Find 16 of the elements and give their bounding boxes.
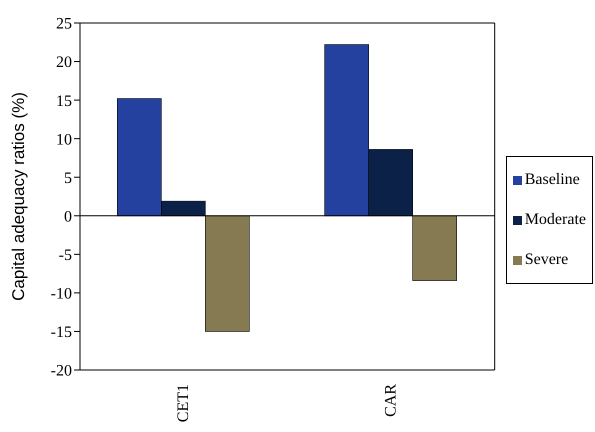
y-tick-label: -5 <box>58 247 72 264</box>
y-tick-label: 10 <box>56 131 72 148</box>
y-tick-label: 20 <box>56 54 72 72</box>
y-tick-label: -10 <box>50 286 72 303</box>
legend-label: Severe <box>524 251 570 269</box>
y-tick-label: -20 <box>50 362 72 380</box>
y-tick-label: -15 <box>50 324 72 342</box>
x-tick-label: CAR <box>382 384 400 417</box>
legend-label: Baseline <box>524 171 581 189</box>
y-tick-label: 0 <box>64 208 72 226</box>
y-tick-label: 25 <box>56 16 72 33</box>
legend-label: Moderate <box>524 211 586 229</box>
x-tick-label: CET1 <box>175 384 192 422</box>
y-axis-title: Capital adequacy ratios (%) <box>9 92 28 301</box>
y-tick-label: 5 <box>64 170 72 187</box>
y-tick-label: 15 <box>56 92 72 110</box>
